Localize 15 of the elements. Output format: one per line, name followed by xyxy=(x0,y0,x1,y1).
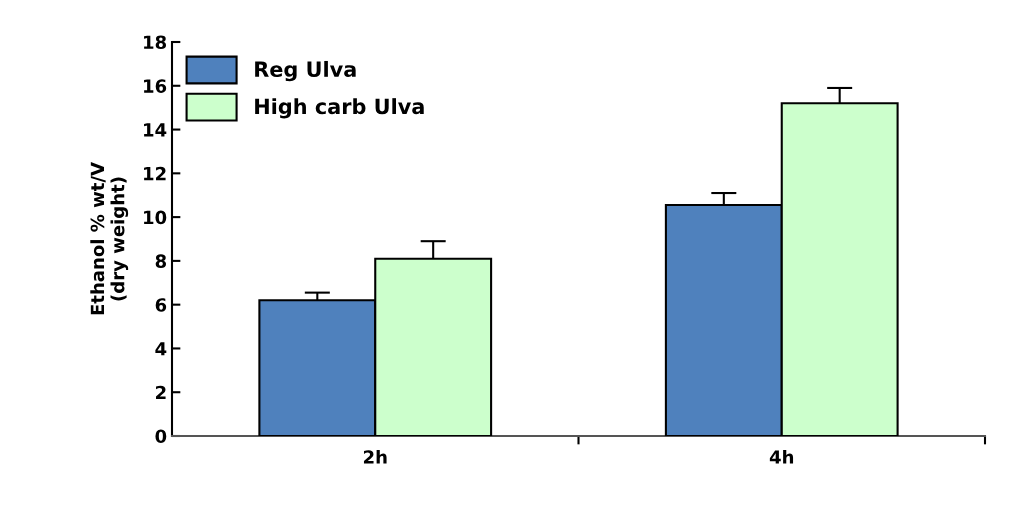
legend-label: High carb Ulva xyxy=(255,98,424,119)
y-tick-label: 4 xyxy=(155,342,167,356)
y-tick-label: 0 xyxy=(155,429,167,444)
y-tick-label: 12 xyxy=(144,166,166,181)
y-tick-label: 18 xyxy=(144,35,167,50)
y-tick-label: 14 xyxy=(144,123,167,137)
y-axis-title: Ethanol % wt/V (dry weight) xyxy=(90,162,129,315)
legend-label: Reg Ulva xyxy=(255,60,356,82)
y-tick-label: 2 xyxy=(156,385,166,400)
y-tick-label: 16 xyxy=(144,79,167,93)
y-tick-label: 6 xyxy=(155,298,167,312)
y-tick-label: 10 xyxy=(144,210,167,225)
x-tick-label: 4h xyxy=(769,449,794,464)
x-tick-label: 2h xyxy=(363,449,387,464)
y-tick-label: 8 xyxy=(155,254,167,269)
